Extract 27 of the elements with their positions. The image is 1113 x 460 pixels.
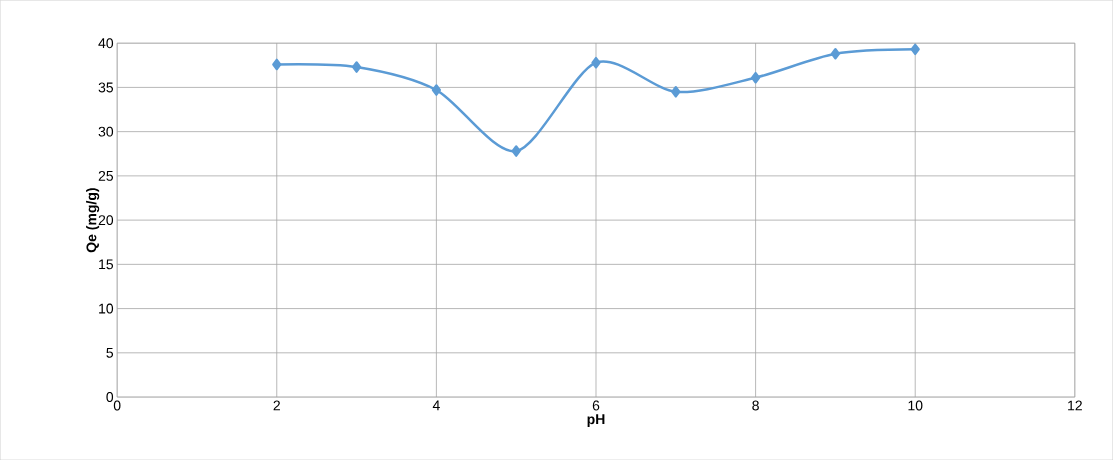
y-tick-label: 20 [98,215,114,225]
x-tick-label: 6 [592,400,600,411]
y-tick-label: 25 [98,170,114,181]
point [910,43,920,56]
y-tick-label: 10 [99,303,114,314]
y-tick-label: 35 [98,82,114,93]
y-tick-label: 5 [106,347,114,358]
y-tick-label: 40 [98,38,114,49]
x-tick-label: 0 [113,400,121,411]
point [431,84,442,96]
y-tick-label: 15 [99,259,114,270]
x-tick-label: 4 [432,400,440,411]
x-tick-label: 10 [908,400,923,411]
point [750,71,761,84]
y-tick-label: 0 [106,391,114,402]
point [830,47,841,60]
x-tick-label: 8 [752,400,759,411]
point [591,56,601,69]
point [272,58,282,71]
y-axis-title: Qe (mg/g) [86,188,100,253]
point [351,61,362,73]
x-tick-label: 2 [273,400,280,411]
point [511,145,521,157]
point [671,85,681,98]
y-tick-label: 30 [98,126,114,137]
x-tick-label: 12 [1068,400,1082,411]
x-axis-title: pH [587,414,605,427]
